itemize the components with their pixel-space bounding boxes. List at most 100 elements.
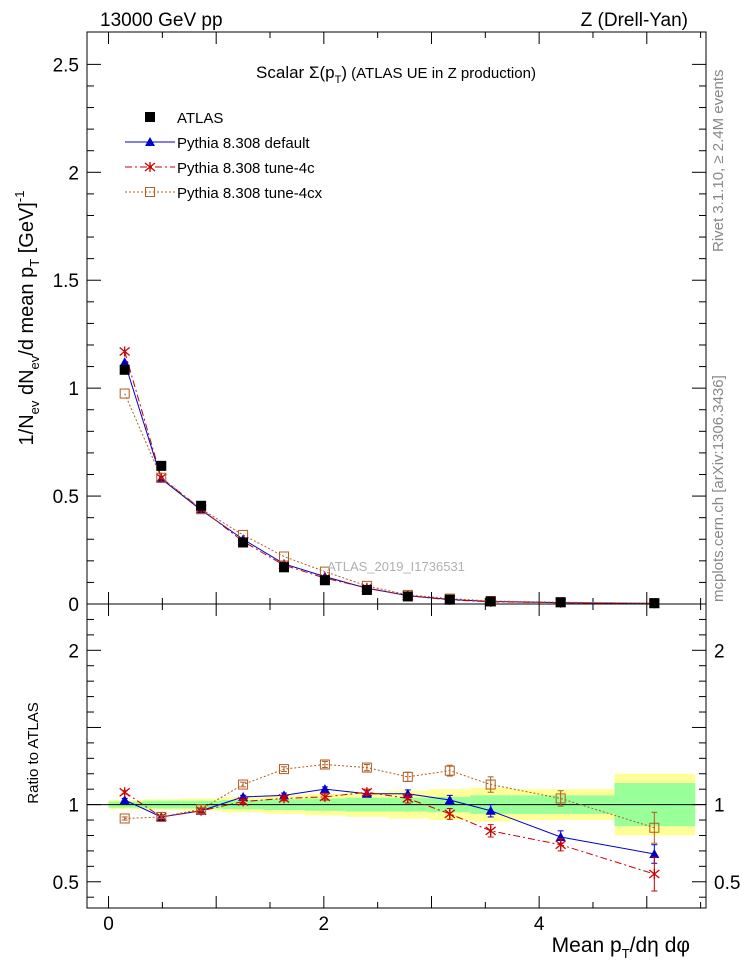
ratio-point-0-9 — [485, 805, 496, 815]
y-axis-label-ratio: Ratio to ATLAS — [25, 702, 42, 803]
legend-label-2: Pythia 8.308 tune-4cx — [177, 185, 323, 202]
y-tick-label-ratio-2: 2 — [68, 641, 79, 662]
ratio-point-2-3 — [238, 779, 249, 790]
y-label-part-3: ev — [27, 355, 42, 369]
ratio-point-1-8 — [444, 808, 456, 819]
ratio-point-2-2 — [196, 804, 207, 815]
x-axis-label: Mean pT/dη dφ — [552, 934, 690, 961]
legend-marker-atlas — [145, 112, 155, 122]
series-2-point-4 — [279, 551, 290, 562]
y-tick-label-ratio-0: 0.5 — [53, 873, 79, 894]
ratio-point-1-5 — [319, 791, 331, 802]
y-tick-label-main-1: 0.5 — [53, 487, 79, 508]
ratio-point-0-11 — [649, 848, 660, 858]
x-tick-label-2: 4 — [534, 914, 545, 935]
y-tick-label-main-4: 2 — [68, 163, 79, 184]
atlas-point-8 — [444, 594, 455, 605]
ratio-point-2-1 — [156, 811, 167, 822]
y-tick-label-main-5: 2.5 — [53, 55, 79, 76]
y-tick-label-main-0: 0 — [68, 595, 79, 616]
series-line-0 — [124, 362, 655, 604]
main-panel: 0 0.5 1 1.5 2 2.5 — [53, 31, 707, 616]
series-2-point-0 — [119, 388, 130, 399]
atlas-point-6 — [361, 584, 372, 595]
atlas-point-11 — [649, 598, 660, 609]
y-axis-label-main: 1/Nev dNev/d mean pT [GeV]-1 — [12, 191, 42, 446]
series-2-point-1 — [156, 472, 167, 483]
y-tick-label-ratio-right-0: 0.5 — [714, 873, 740, 894]
y-tick-label-ratio-1: 1 — [68, 796, 79, 817]
legend-label-0: Pythia 8.308 default — [177, 135, 310, 152]
ratio-point-0-8 — [444, 794, 455, 804]
atlas-point-7 — [402, 591, 413, 602]
ratio-point-2-10 — [555, 793, 566, 804]
ratio-point-2-4 — [279, 764, 290, 775]
ratio-point-2-7 — [402, 771, 413, 782]
x-tick-label-0: 0 — [103, 914, 114, 935]
ratio-point-2-6 — [361, 762, 372, 773]
atlas-point-2 — [196, 500, 207, 511]
series-line-1 — [124, 351, 655, 605]
watermark: ATLAS_2019_I1736531 — [327, 559, 465, 574]
y-label-part-5: T — [27, 259, 42, 267]
atlas-point-0 — [119, 364, 130, 375]
legend-marker-2 — [145, 187, 155, 197]
y-tick-label-main-3: 1.5 — [53, 271, 79, 292]
atlas-point-1 — [156, 460, 167, 471]
legend-marker-0 — [145, 137, 155, 146]
legend-label-1: Pythia 8.308 tune-4c — [177, 160, 315, 177]
atlas-point-3 — [238, 537, 249, 548]
legend: ATLAS Pythia 8.308 default Pythia 8.308 tu… — [125, 110, 323, 202]
chart-title: Scalar Σ(pT) (ATLAS UE in Z production) — [256, 63, 536, 86]
ratio-point-1-4 — [278, 793, 290, 804]
ratio-point-2-8 — [444, 765, 455, 776]
ratio-point-1-10 — [555, 839, 567, 850]
ratio-panel: 0 2 4 0.5 0.5 1 1 2 2 — [53, 603, 740, 935]
atlas-point-5 — [319, 575, 330, 586]
ratio-point-2-0 — [119, 813, 130, 824]
series-0-point-0 — [119, 357, 130, 367]
rivet-label: Rivet 3.1.10, ≥ 2.4M events — [710, 70, 727, 253]
y-tick-label-main-2: 1 — [68, 379, 79, 400]
title-suffix: (ATLAS UE in Z production) — [347, 65, 536, 82]
y-tick-label-ratio-right-2: 2 — [714, 641, 725, 662]
ratio-point-1-3 — [237, 796, 249, 807]
ratio-point-0-5 — [319, 784, 330, 794]
title-prefix: Scalar — [256, 63, 309, 82]
header-right: Z (Drell-Yan) — [581, 10, 688, 31]
ratio-frame — [86, 603, 707, 909]
ratio-point-1-11 — [648, 869, 660, 880]
y-label-part-7: -1 — [12, 191, 27, 203]
atlas-point-4 — [279, 562, 290, 573]
y-tick-label-ratio-right-1: 1 — [714, 796, 725, 817]
x-tick-label-1: 2 — [319, 914, 330, 935]
y-label-part-0: 1/N — [16, 414, 38, 445]
title-symbol: Σ(p — [309, 63, 335, 82]
atlas-point-9 — [485, 596, 496, 607]
ratio-point-2-9 — [485, 779, 496, 790]
atlas-point-10 — [555, 597, 566, 608]
y-label-part-1: ev — [27, 400, 42, 414]
ratio-line-2 — [124, 763, 655, 829]
ratio-point-1-6 — [361, 787, 373, 798]
y-label-part-4: /d mean p — [16, 267, 38, 356]
ratio-line-1 — [124, 791, 655, 875]
series-1-point-1 — [155, 472, 167, 483]
ratio-point-1-7 — [402, 793, 414, 804]
ratio-point-1-0 — [119, 787, 131, 798]
y-label-part-2: dN — [16, 369, 38, 400]
legend-label-atlas: ATLAS — [177, 110, 223, 127]
y-label-part-6: [GeV] — [16, 202, 38, 259]
ratio-point-0-0 — [119, 794, 130, 804]
title-close: ) — [341, 63, 347, 82]
header-left: 13000 GeV pp — [100, 10, 223, 31]
mcplots-label: mcplots.cern.ch [arXiv:1306.3436] — [710, 375, 727, 602]
ratio-point-0-3 — [238, 791, 249, 801]
ratio-point-1-9 — [485, 825, 497, 836]
title-sub: T — [335, 74, 342, 86]
ratio-point-2-11 — [649, 822, 660, 833]
ratio-point-2-5 — [319, 759, 330, 770]
legend-marker-1 — [144, 162, 156, 172]
